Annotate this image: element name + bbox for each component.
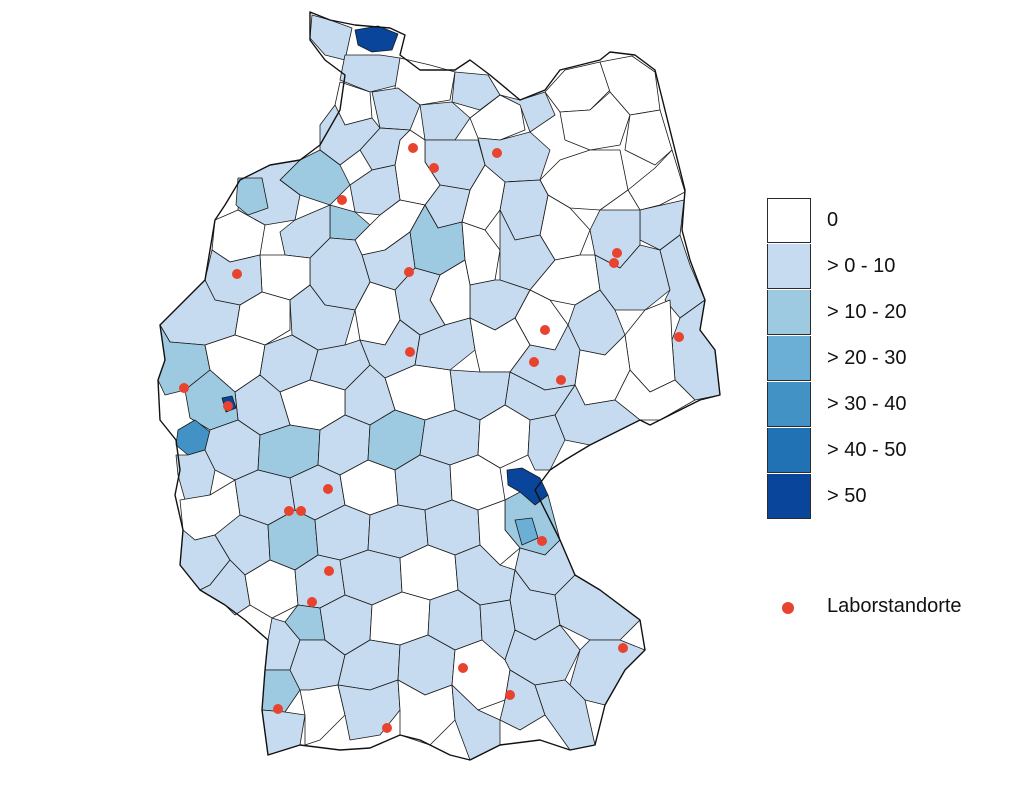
lab-location-marker <box>323 484 333 494</box>
lab-location-marker <box>529 357 539 367</box>
district <box>419 409 481 466</box>
legend-swatch <box>767 382 811 427</box>
legend-swatch <box>767 428 811 473</box>
district <box>309 14 353 61</box>
district <box>569 639 646 706</box>
legend-label: 0 <box>827 209 839 231</box>
lab-location-legend-label: Laborstandorte <box>827 595 962 617</box>
district <box>354 25 399 53</box>
lab-location-marker <box>540 325 550 335</box>
lab-location-marker <box>618 643 628 653</box>
district <box>371 87 421 131</box>
legend-label: > 20 - 30 <box>827 347 907 369</box>
district <box>624 109 673 166</box>
legend-swatch <box>767 474 811 519</box>
legend-swatch <box>767 244 811 289</box>
district <box>175 449 216 501</box>
lab-location-marker <box>458 663 468 673</box>
legend-label: > 10 - 20 <box>827 301 907 323</box>
lab-location-marker <box>492 148 502 158</box>
lab-location-marker <box>284 506 294 516</box>
legend-swatch <box>767 336 811 381</box>
legend-label: > 40 - 50 <box>827 439 907 461</box>
district-layer <box>157 14 721 761</box>
district <box>261 709 306 756</box>
lab-location-marker <box>612 248 622 258</box>
district <box>534 679 596 751</box>
district <box>235 177 269 216</box>
lab-location-marker <box>179 383 189 393</box>
district <box>559 91 631 151</box>
lab-location-marker <box>408 143 418 153</box>
lab-locations-layer <box>179 143 684 733</box>
lab-location-marker <box>273 704 283 714</box>
lab-location-marker <box>337 195 347 205</box>
lab-location-marker <box>505 690 515 700</box>
lab-location-marker <box>404 267 414 277</box>
lab-location-marker <box>556 375 566 385</box>
district <box>554 574 641 641</box>
lab-location-marker <box>223 401 233 411</box>
legend-label: > 30 - 40 <box>827 393 907 415</box>
legend-swatch <box>767 290 811 335</box>
lab-location-legend-marker <box>782 602 794 614</box>
legend-label: > 0 - 10 <box>827 255 896 277</box>
lab-location-marker <box>307 597 317 607</box>
lab-location-marker <box>609 258 619 268</box>
district <box>419 101 471 141</box>
district <box>299 684 346 746</box>
lab-location-marker <box>429 163 439 173</box>
germany-outline <box>157 11 721 761</box>
lab-location-marker <box>405 347 415 357</box>
lab-location-marker <box>382 723 392 733</box>
lab-location-marker <box>232 269 242 279</box>
legend-swatch <box>767 198 811 243</box>
lab-location-marker <box>296 506 306 516</box>
lab-location-marker <box>674 332 684 342</box>
district <box>397 679 456 746</box>
lab-location-marker <box>324 566 334 576</box>
lab-location-marker <box>537 536 547 546</box>
legend-label: > 50 <box>827 485 867 507</box>
